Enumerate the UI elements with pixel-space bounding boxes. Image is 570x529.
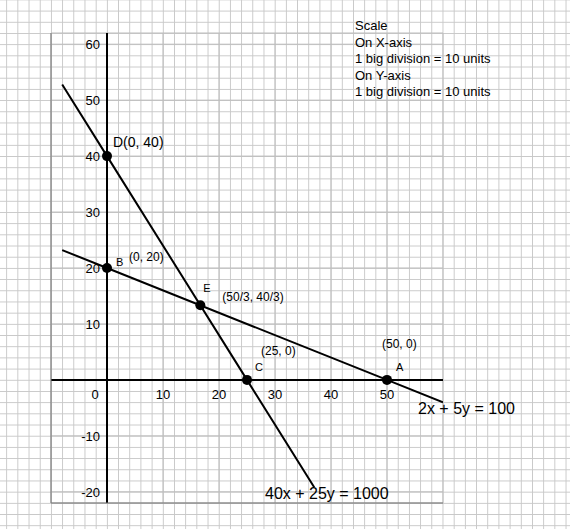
svg-text:C: C [255, 361, 263, 373]
svg-text:30: 30 [268, 387, 282, 402]
svg-text:10: 10 [86, 317, 100, 332]
svg-text:A: A [396, 361, 404, 373]
html-text:1 big division = 10 units: 1 big division = 10 units [355, 84, 491, 99]
html-text:On Y-axis: On Y-axis [355, 67, 411, 83]
svg-text:10: 10 [156, 387, 170, 402]
svg-text:30: 30 [86, 205, 100, 220]
svg-text:E: E [203, 282, 210, 294]
svg-text:50: 50 [86, 93, 100, 108]
svg-text:20: 20 [86, 261, 100, 276]
svg-text:40: 40 [324, 387, 338, 402]
html-text:40x + 25y = 1000: 40x + 25y = 1000 [265, 485, 389, 502]
svg-text:B: B [116, 256, 123, 268]
svg-text:-10: -10 [81, 429, 100, 444]
html-text:1 big division = 10 units: 1 big division = 10 units [355, 51, 491, 66]
html-text:On X-axis: On X-axis [355, 34, 413, 50]
svg-text:(0, 20): (0, 20) [129, 250, 164, 264]
svg-text:0: 0 [91, 387, 98, 402]
svg-text:-20: -20 [81, 485, 100, 500]
svg-text:(50/3, 40/3): (50/3, 40/3) [222, 290, 283, 304]
svg-text:(50, 0): (50, 0) [382, 337, 417, 351]
svg-text:40: 40 [86, 149, 100, 164]
html-text:Scale: Scale [355, 18, 388, 33]
svg-text:20: 20 [212, 387, 226, 402]
svg-text:50: 50 [380, 387, 394, 402]
svg-text:D(0, 40): D(0, 40) [113, 134, 164, 150]
svg-text:60: 60 [86, 37, 100, 52]
html-text:2x + 5y = 100: 2x + 5y = 100 [418, 400, 515, 417]
svg-text:(25, 0): (25, 0) [261, 344, 296, 358]
